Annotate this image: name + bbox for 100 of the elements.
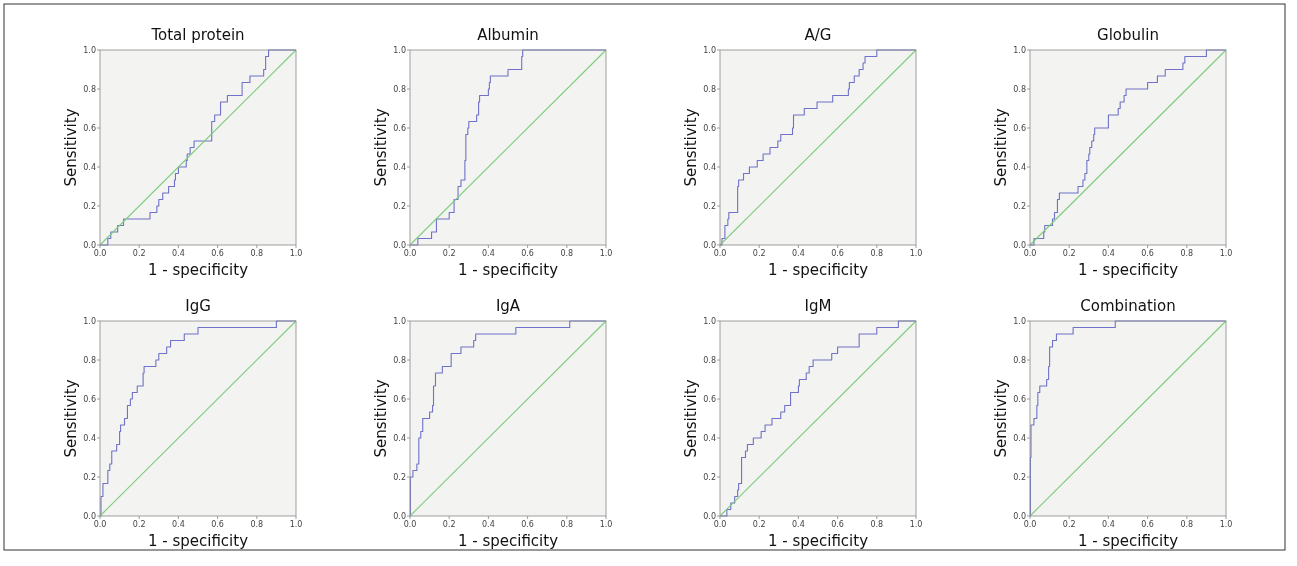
x-tick-label: 0.8 — [250, 249, 264, 258]
x-tick-label: 0.4 — [482, 249, 495, 258]
y-axis-title: Sensitivity — [992, 108, 1010, 187]
x-tick-label: 0.4 — [1102, 249, 1115, 258]
x-tick-label: 0.4 — [792, 249, 805, 258]
x-tick-label: 0.6 — [1141, 249, 1154, 258]
y-tick-label: 0.2 — [393, 473, 406, 482]
y-tick-label: 0.6 — [83, 395, 96, 404]
chart-title: Total protein — [150, 26, 245, 44]
x-tick-label: 0.2 — [1062, 249, 1076, 258]
x-tick-label: 1.0 — [909, 249, 923, 258]
x-axis-title: 1 - specificity — [147, 261, 249, 279]
y-tick-label: 0.4 — [393, 163, 406, 172]
y-tick-label: 0.2 — [83, 202, 96, 211]
x-axis-title: 1 - specificity — [767, 532, 869, 550]
y-tick-label: 0.2 — [1013, 202, 1026, 211]
x-tick-label: 0.0 — [403, 520, 417, 529]
x-tick-label: 0.6 — [1141, 520, 1154, 529]
y-tick-label: 0.0 — [703, 512, 716, 521]
x-tick-label: 0.6 — [211, 520, 224, 529]
y-tick-label: 0.2 — [703, 473, 716, 482]
y-tick-label: 1.0 — [703, 317, 716, 326]
x-tick-label: 0.8 — [1180, 249, 1194, 258]
y-axis-title: Sensitivity — [372, 108, 390, 187]
chart-title: IgM — [804, 297, 832, 315]
y-axis-title: Sensitivity — [682, 108, 700, 187]
y-tick-label: 0.0 — [83, 241, 96, 250]
y-tick-label: 0.2 — [83, 473, 96, 482]
x-tick-label: 0.8 — [870, 249, 884, 258]
y-tick-label: 0.8 — [83, 356, 96, 365]
chart-title: A/G — [804, 26, 832, 44]
x-tick-label: 1.0 — [909, 520, 923, 529]
x-tick-label: 0.0 — [1023, 249, 1037, 258]
y-tick-label: 0.0 — [1013, 241, 1026, 250]
x-axis-title: 1 - specificity — [1077, 261, 1179, 279]
y-tick-label: 0.6 — [703, 124, 716, 133]
y-tick-label: 0.8 — [1013, 85, 1026, 94]
y-axis-title: Sensitivity — [682, 379, 700, 458]
x-tick-label: 1.0 — [599, 249, 613, 258]
y-tick-label: 0.8 — [1013, 356, 1026, 365]
x-tick-label: 0.2 — [752, 520, 766, 529]
x-tick-label: 0.4 — [172, 249, 185, 258]
y-tick-label: 0.0 — [393, 241, 406, 250]
y-tick-label: 0.2 — [703, 202, 716, 211]
x-tick-label: 0.0 — [93, 520, 107, 529]
x-axis-title: 1 - specificity — [457, 532, 559, 550]
x-axis-title: 1 - specificity — [147, 532, 249, 550]
x-tick-label: 0.0 — [93, 249, 107, 258]
x-tick-label: 0.8 — [560, 520, 574, 529]
y-axis-title: Sensitivity — [62, 379, 80, 458]
y-tick-label: 0.6 — [393, 124, 406, 133]
y-tick-label: 0.0 — [83, 512, 96, 521]
x-tick-label: 0.0 — [1023, 520, 1037, 529]
x-tick-label: 0.4 — [172, 520, 185, 529]
y-tick-label: 1.0 — [83, 46, 96, 55]
y-tick-label: 0.4 — [393, 434, 406, 443]
y-tick-label: 1.0 — [703, 46, 716, 55]
y-tick-label: 1.0 — [393, 46, 406, 55]
y-tick-label: 0.8 — [393, 85, 406, 94]
y-tick-label: 0.4 — [703, 163, 716, 172]
y-tick-label: 0.2 — [393, 202, 406, 211]
chart-title: IgG — [185, 297, 211, 315]
y-tick-label: 0.8 — [703, 85, 716, 94]
x-tick-label: 0.0 — [713, 520, 727, 529]
chart-title: Globulin — [1097, 26, 1159, 44]
x-tick-label: 0.6 — [521, 249, 534, 258]
x-tick-label: 0.0 — [713, 249, 727, 258]
x-axis-title: 1 - specificity — [1077, 532, 1179, 550]
x-tick-label: 0.6 — [831, 520, 844, 529]
y-tick-label: 0.0 — [1013, 512, 1026, 521]
y-axis-title: Sensitivity — [992, 379, 1010, 458]
y-tick-label: 0.4 — [1013, 434, 1026, 443]
x-tick-label: 1.0 — [599, 520, 613, 529]
x-tick-label: 0.2 — [442, 249, 456, 258]
chart-title: Combination — [1080, 297, 1176, 315]
x-tick-label: 0.2 — [1062, 520, 1076, 529]
x-axis-title: 1 - specificity — [457, 261, 559, 279]
x-tick-label: 0.8 — [870, 520, 884, 529]
x-tick-label: 0.6 — [521, 520, 534, 529]
x-tick-label: 1.0 — [289, 520, 303, 529]
chart-title: IgA — [495, 297, 521, 315]
x-tick-label: 0.4 — [1102, 520, 1115, 529]
y-axis-title: Sensitivity — [372, 379, 390, 458]
y-tick-label: 0.6 — [83, 124, 96, 133]
x-tick-label: 0.8 — [1180, 520, 1194, 529]
x-tick-label: 0.2 — [132, 249, 146, 258]
x-tick-label: 0.2 — [132, 520, 146, 529]
x-tick-label: 0.6 — [211, 249, 224, 258]
y-tick-label: 0.8 — [83, 85, 96, 94]
y-tick-label: 1.0 — [1013, 46, 1026, 55]
y-tick-label: 0.4 — [703, 434, 716, 443]
y-tick-label: 0.8 — [703, 356, 716, 365]
y-tick-label: 0.2 — [1013, 473, 1026, 482]
y-tick-label: 0.4 — [1013, 163, 1026, 172]
y-tick-label: 1.0 — [393, 317, 406, 326]
y-tick-label: 0.6 — [703, 395, 716, 404]
y-tick-label: 1.0 — [83, 317, 96, 326]
x-tick-label: 1.0 — [1219, 520, 1233, 529]
y-axis-title: Sensitivity — [62, 108, 80, 187]
x-tick-label: 0.0 — [403, 249, 417, 258]
